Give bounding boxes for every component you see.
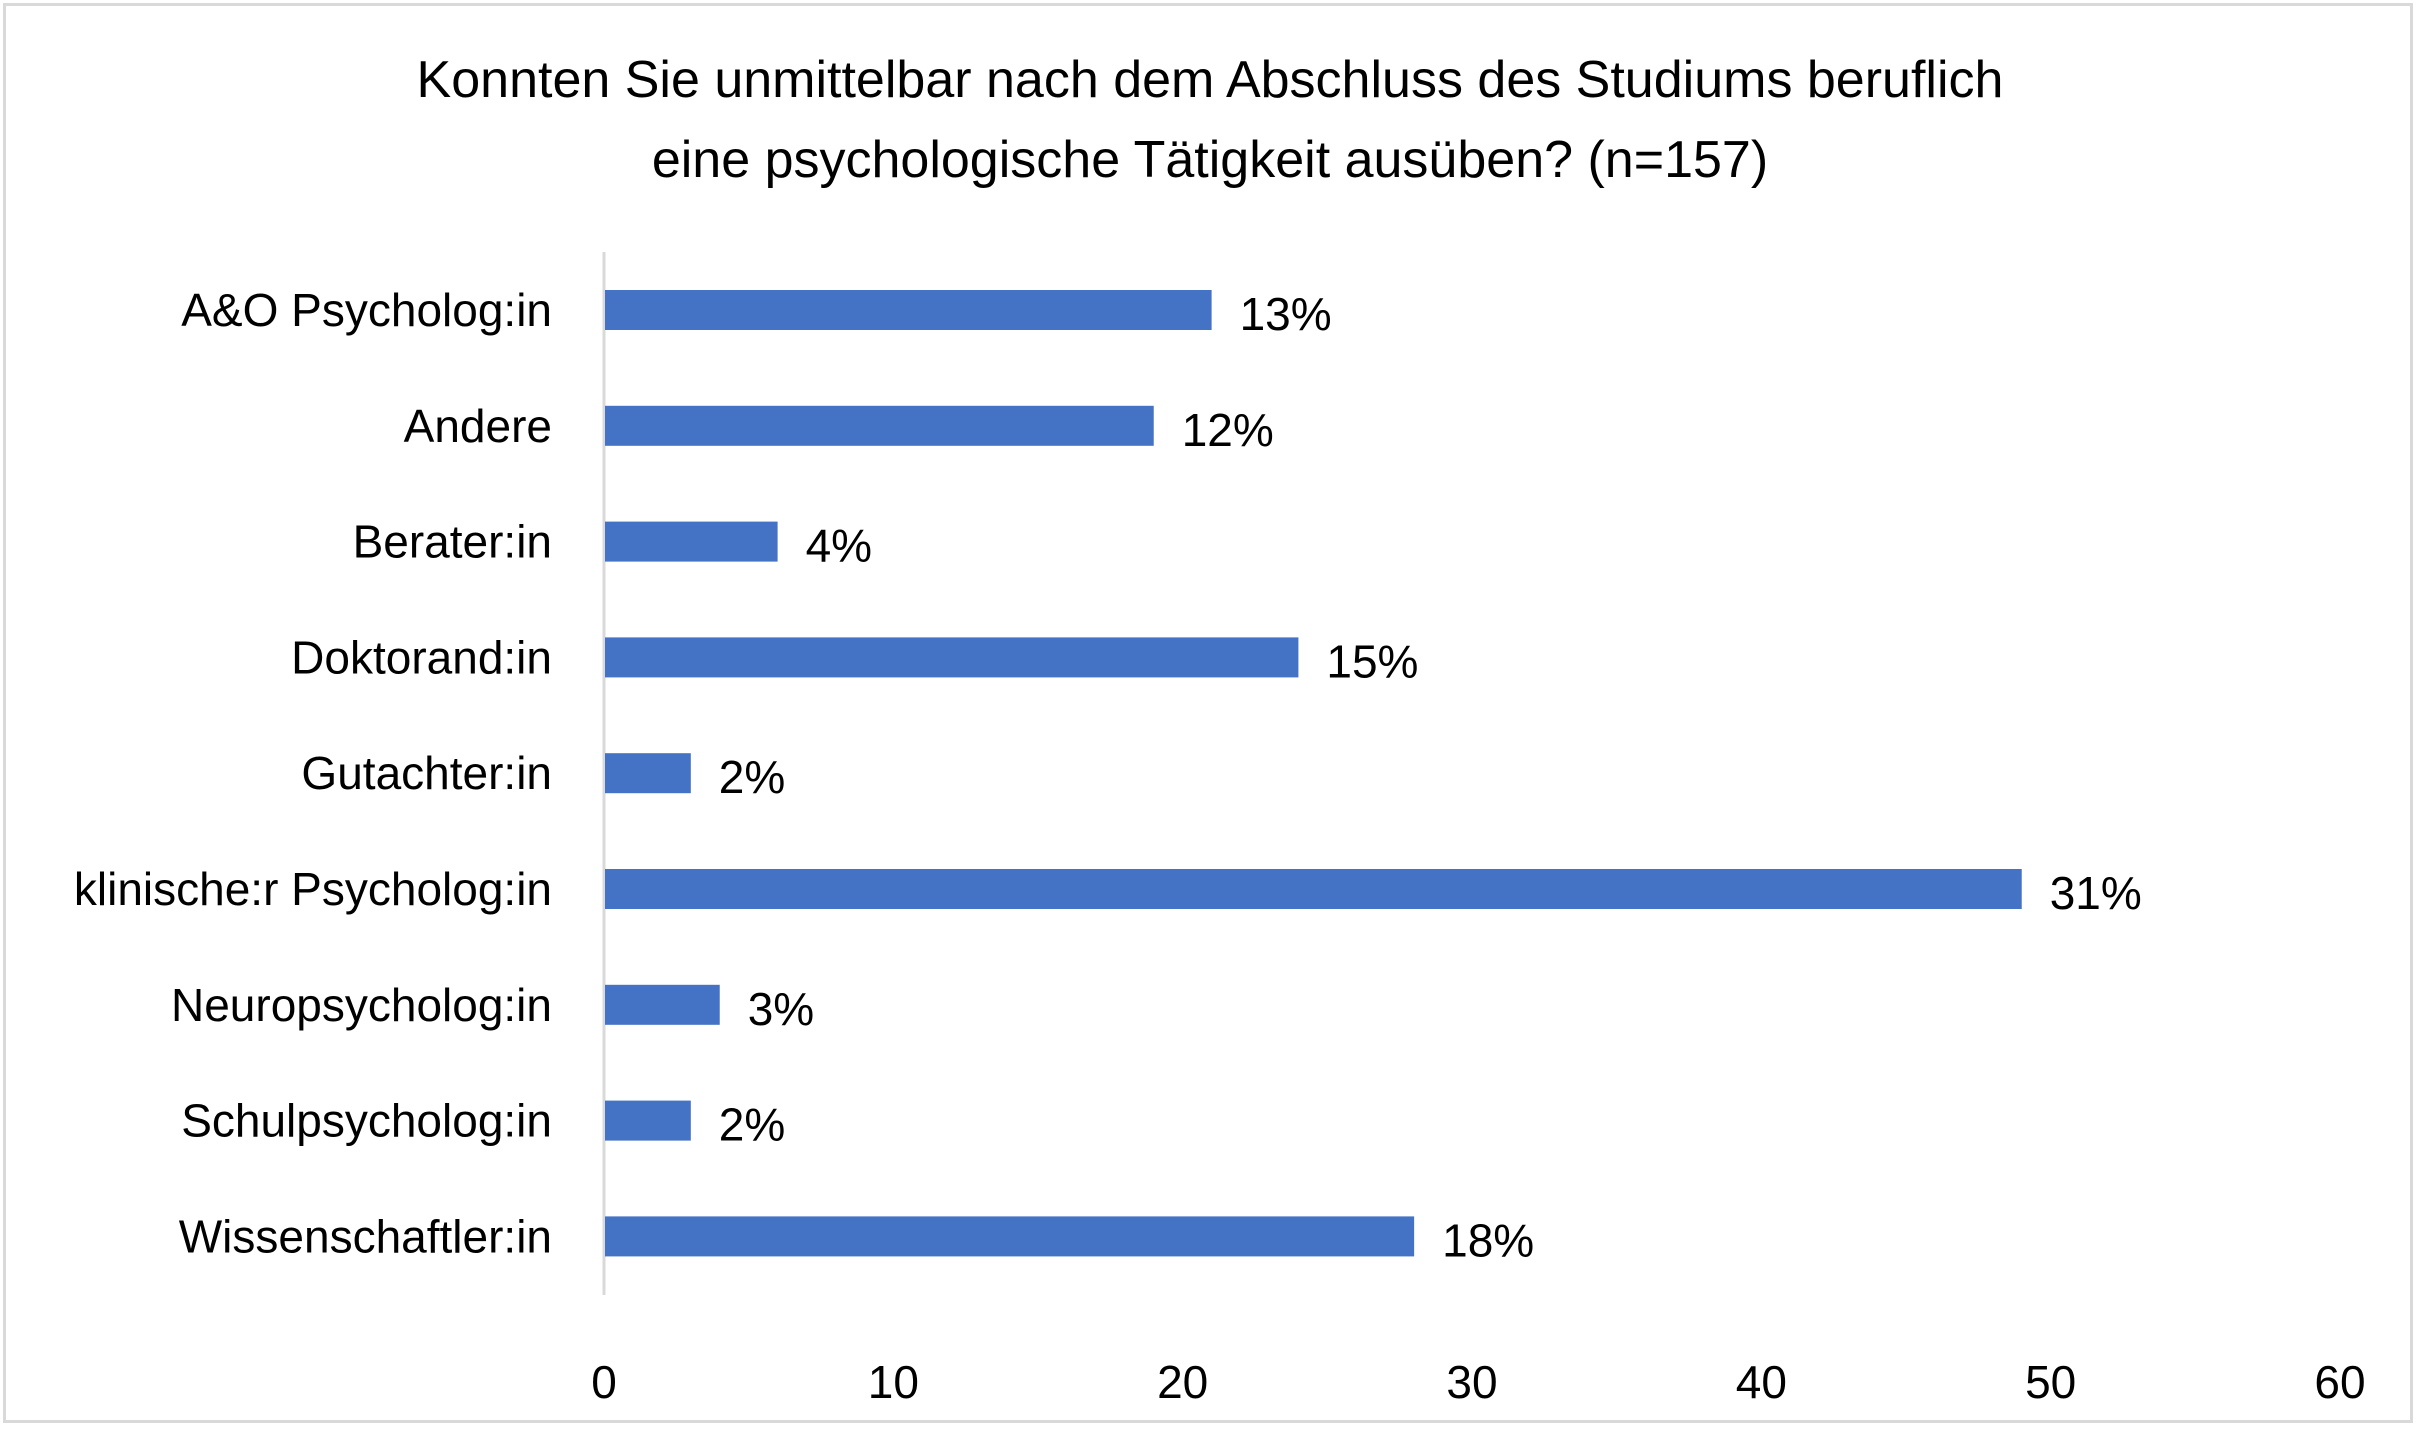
data-label: 15% [1326,635,1418,687]
bar [605,869,2022,909]
x-tick-label: 40 [1736,1356,1787,1408]
x-tick-label: 10 [868,1356,919,1408]
x-tick-label: 20 [1157,1356,1208,1408]
x-tick-label: 50 [2025,1356,2076,1408]
bar [605,1100,691,1141]
x-tick-label: 30 [1446,1356,1497,1408]
data-label: 12% [1182,404,1274,456]
category-label: Doktorand:in [291,631,552,683]
data-label: 2% [719,751,785,803]
chart-frame [3,3,2413,1423]
category-label: Berater:in [353,516,552,568]
category-label: A&O Psycholog:in [181,284,552,336]
chart-title-line-1: Konnten Sie unmittelbar nach dem Abschlu… [416,51,2004,109]
data-label: 4% [806,520,872,572]
bar [605,637,1299,678]
data-label: 3% [748,983,814,1035]
data-label: 13% [1240,288,1332,340]
category-label: Neuropsycholog:in [171,979,552,1031]
bar [605,521,778,562]
bar [605,753,691,794]
category-label: Wissenschaftler:in [179,1210,552,1262]
x-tick-label: 60 [2314,1356,2365,1408]
data-label: 18% [1442,1214,1534,1266]
category-label: Andere [404,400,552,452]
bar [605,984,720,1025]
bar [605,405,1154,446]
category-label: klinische:r Psycholog:in [74,863,552,915]
x-tick-label: 0 [591,1356,617,1408]
category-label: Gutachter:in [301,747,552,799]
bar [605,1216,1415,1257]
chart-title-line-2: eine psychologische Tätigkeit ausüben? (… [651,131,1769,189]
data-label: 31% [2050,867,2142,919]
bar [605,290,1212,330]
chart-title: Konnten Sie unmittelbar nach dem Abschlu… [0,40,2420,200]
category-label: Schulpsycholog:in [181,1095,552,1147]
data-label: 2% [719,1099,785,1151]
